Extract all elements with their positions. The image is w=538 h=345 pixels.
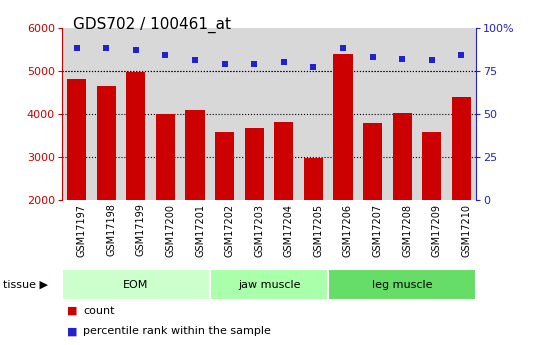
Text: GSM17210: GSM17210 — [461, 204, 471, 257]
Text: GSM17198: GSM17198 — [106, 204, 116, 256]
Point — [338, 46, 347, 51]
Text: ■: ■ — [67, 326, 78, 336]
Bar — [304, 158, 323, 200]
Bar — [97, 86, 116, 200]
Text: GSM17207: GSM17207 — [372, 204, 383, 257]
Bar — [334, 54, 352, 200]
Text: GSM17199: GSM17199 — [136, 204, 146, 256]
Point — [131, 47, 140, 53]
Bar — [328, 269, 476, 300]
Text: EOM: EOM — [123, 280, 148, 289]
Point — [190, 58, 199, 63]
Point — [457, 52, 465, 58]
Point — [161, 52, 169, 58]
Text: ■: ■ — [67, 306, 78, 315]
Bar — [126, 71, 145, 200]
Text: count: count — [83, 306, 115, 315]
Text: GSM17205: GSM17205 — [313, 204, 323, 257]
Bar — [452, 97, 471, 200]
Text: GSM17206: GSM17206 — [343, 204, 353, 257]
Bar — [422, 132, 441, 200]
Point — [398, 56, 406, 61]
Text: GDS702 / 100461_at: GDS702 / 100461_at — [73, 17, 231, 33]
Point — [250, 61, 258, 67]
Text: GSM17202: GSM17202 — [225, 204, 235, 257]
Point — [220, 61, 229, 67]
Text: GSM17204: GSM17204 — [284, 204, 294, 257]
Text: jaw muscle: jaw muscle — [238, 280, 300, 289]
Bar — [186, 109, 204, 200]
Point — [309, 65, 317, 70]
Text: GSM17201: GSM17201 — [195, 204, 205, 257]
Text: GSM17197: GSM17197 — [77, 204, 87, 257]
Point — [72, 46, 81, 51]
Text: GSM17209: GSM17209 — [431, 204, 442, 257]
Text: GSM17208: GSM17208 — [402, 204, 412, 257]
Text: GSM17200: GSM17200 — [166, 204, 175, 257]
Text: percentile rank within the sample: percentile rank within the sample — [83, 326, 271, 336]
Bar — [67, 79, 86, 200]
Bar — [245, 128, 264, 200]
Point — [368, 54, 377, 60]
Bar — [156, 114, 175, 200]
Bar — [393, 113, 412, 200]
Text: GSM17203: GSM17203 — [254, 204, 264, 257]
Point — [102, 46, 110, 51]
Point — [279, 59, 288, 65]
Bar — [363, 123, 382, 200]
Bar — [62, 269, 210, 300]
Text: leg muscle: leg muscle — [372, 280, 433, 289]
Bar — [274, 121, 293, 200]
Point — [427, 58, 436, 63]
Text: tissue ▶: tissue ▶ — [3, 280, 48, 289]
Bar — [210, 269, 328, 300]
Bar — [215, 132, 234, 200]
